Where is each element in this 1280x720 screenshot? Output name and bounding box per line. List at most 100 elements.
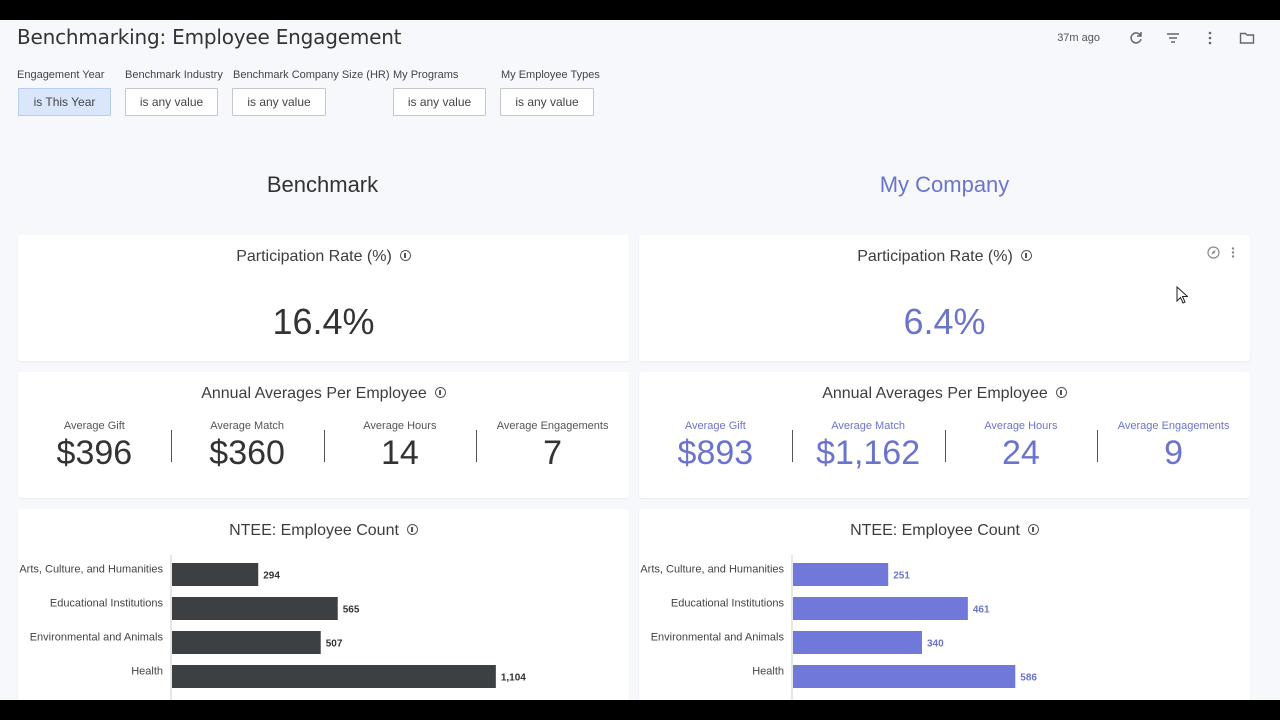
filter-button[interactable] [1162,29,1184,47]
filter-label: My Programs [393,69,459,81]
filter-label: Benchmark Industry [125,69,223,81]
category-label: Educational Institutions [671,598,785,610]
kpi-average-gift: Average Gift $396 [18,420,171,472]
kpi-average-hours: Average Hours 14 [323,420,477,472]
kpi-label: Average Engagements [1117,420,1230,432]
filter-my-programs: My Programs is any value [393,69,486,116]
benchmark-heading: Benchmark [266,172,379,197]
category-label: Educational Institutions [50,598,164,610]
card-title: Annual Averages Per Employee [18,385,629,403]
card-menu-button[interactable] [1230,246,1236,264]
folder-button[interactable] [1236,29,1258,47]
card-title: Annual Averages Per Employee [639,385,1250,403]
kpi-value: $1,162 [816,434,921,472]
category-label: Environmental and Animals [30,632,164,644]
kpi-average-gift: Average Gift $893 [639,420,792,472]
participation-value: 16.4% [272,301,375,342]
bar-value-label: 461 [973,605,990,616]
bar-value-label: 507 [326,639,343,650]
bar[interactable] [793,597,968,620]
bar-value-label: 340 [927,639,944,650]
more-vert-icon [1231,247,1235,258]
kpi-label: Average Match [831,420,906,432]
card-title-text: NTEE: Employee Count [229,522,399,539]
info-icon[interactable] [1027,524,1039,536]
category-label: Health [752,666,784,678]
category-label: Health [131,666,163,678]
filter-label: Benchmark Company Size (HR) [233,69,390,81]
kpi-average-hours: Average Hours 24 [944,420,1098,472]
card-title: Participation Rate (%) [639,248,1250,266]
info-icon[interactable] [406,524,418,536]
category-label: Environmental and Animals [651,632,785,644]
category-label: Arts, Culture, and Humanities [640,564,784,576]
filter-value-button[interactable]: is any value [232,88,326,116]
card-title: NTEE: Employee Count [639,522,1250,540]
info-icon[interactable] [1055,387,1067,399]
card-title-text: Annual Averages Per Employee [822,385,1048,402]
bar-value-label: 251 [893,571,910,582]
refresh-icon [1130,32,1142,44]
kpi-value: $360 [209,434,285,472]
more-options-button[interactable] [1199,29,1221,47]
kpi-label: Average Engagements [496,420,609,432]
card-title-text: Participation Rate (%) [857,248,1013,265]
kpi-value: $893 [677,434,754,472]
category-label: Arts, Culture, and Humanities [19,564,163,576]
kpi-row: Average Gift $396 Average Match $360 Avera… [18,420,629,472]
filter-value-button[interactable]: is any value [125,88,218,116]
kpi-average-engagements: Average Engagements 9 [1097,420,1250,472]
participation-value: 6.4% [903,301,986,342]
filter-benchmark-industry: Benchmark Industry is any value [125,69,223,116]
benchmark-ntee-card: NTEE: Employee Count Arts, Culture, and … [18,509,629,700]
filter-value-button[interactable]: is any value [393,88,486,116]
refresh-button[interactable] [1125,29,1147,47]
mouse-cursor-icon [1176,286,1188,304]
benchmark-averages-card: Annual Averages Per Employee Average Gif… [18,372,629,498]
kpi-value: 7 [543,434,563,472]
card-title-text: NTEE: Employee Count [850,522,1020,539]
bar[interactable] [793,665,1016,688]
filter-icon [1167,33,1179,43]
kpi-value: $396 [56,434,133,472]
kpi-label: Average Gift [684,420,746,432]
more-vert-icon [1208,31,1212,45]
benchmark-participation-card: Participation Rate (%) 16.4% [18,235,629,361]
kpi-label: Average Gift [63,420,125,432]
page-title: Benchmarking: Employee Engagement [17,25,402,49]
bar[interactable] [172,563,259,586]
dashboard-screen: Benchmarking: Employee Engagement 37m ag… [0,20,1280,700]
my-company-averages-card: Annual Averages Per Employee Average Gif… [639,372,1250,498]
kpi-average-engagements: Average Engagements 7 [476,420,629,472]
kpi-row: Average Gift $893 Average Match $1,162 Ave… [639,420,1250,472]
kpi-label: Average Hours [984,420,1058,432]
card-title: Participation Rate (%) [18,248,629,266]
filter-value-button[interactable]: is This Year [18,88,111,116]
kpi-average-match: Average Match $360 [170,420,324,472]
filter-my-employee-types: My Employee Types is any value [500,69,600,116]
kpi-label: Average Match [210,420,285,432]
filter-label: Engagement Year [17,69,105,81]
compass-icon [1207,246,1220,259]
info-icon[interactable] [399,250,411,262]
my-company-ntee-chart: Arts, Culture, and Humanities 251 Educatio… [640,555,1037,700]
bar-value-label: 586 [1020,673,1037,684]
last-updated: 37m ago [1057,32,1100,44]
my-company-heading: My Company [879,172,1010,197]
dashboard-toolbar: 37m ago [1057,29,1258,47]
bar[interactable] [172,631,321,654]
benchmark-ntee-chart: Arts, Culture, and Humanities 294 Educatio… [19,555,526,700]
kpi-value: 9 [1164,434,1184,472]
bar[interactable] [172,597,338,620]
info-icon[interactable] [1020,250,1032,262]
bar[interactable] [793,631,922,654]
my-company-ntee-card: NTEE: Employee Count Arts, Culture, and … [639,509,1250,700]
folder-icon [1239,32,1255,44]
bar[interactable] [172,665,496,688]
explore-button[interactable] [1207,246,1220,264]
filter-value-button[interactable]: is any value [500,88,594,116]
info-icon[interactable] [434,387,446,399]
filter-benchmark-company-size: Benchmark Company Size (HR) is any value [232,69,390,116]
filter-label: My Employee Types [501,69,600,81]
bar[interactable] [793,563,889,586]
